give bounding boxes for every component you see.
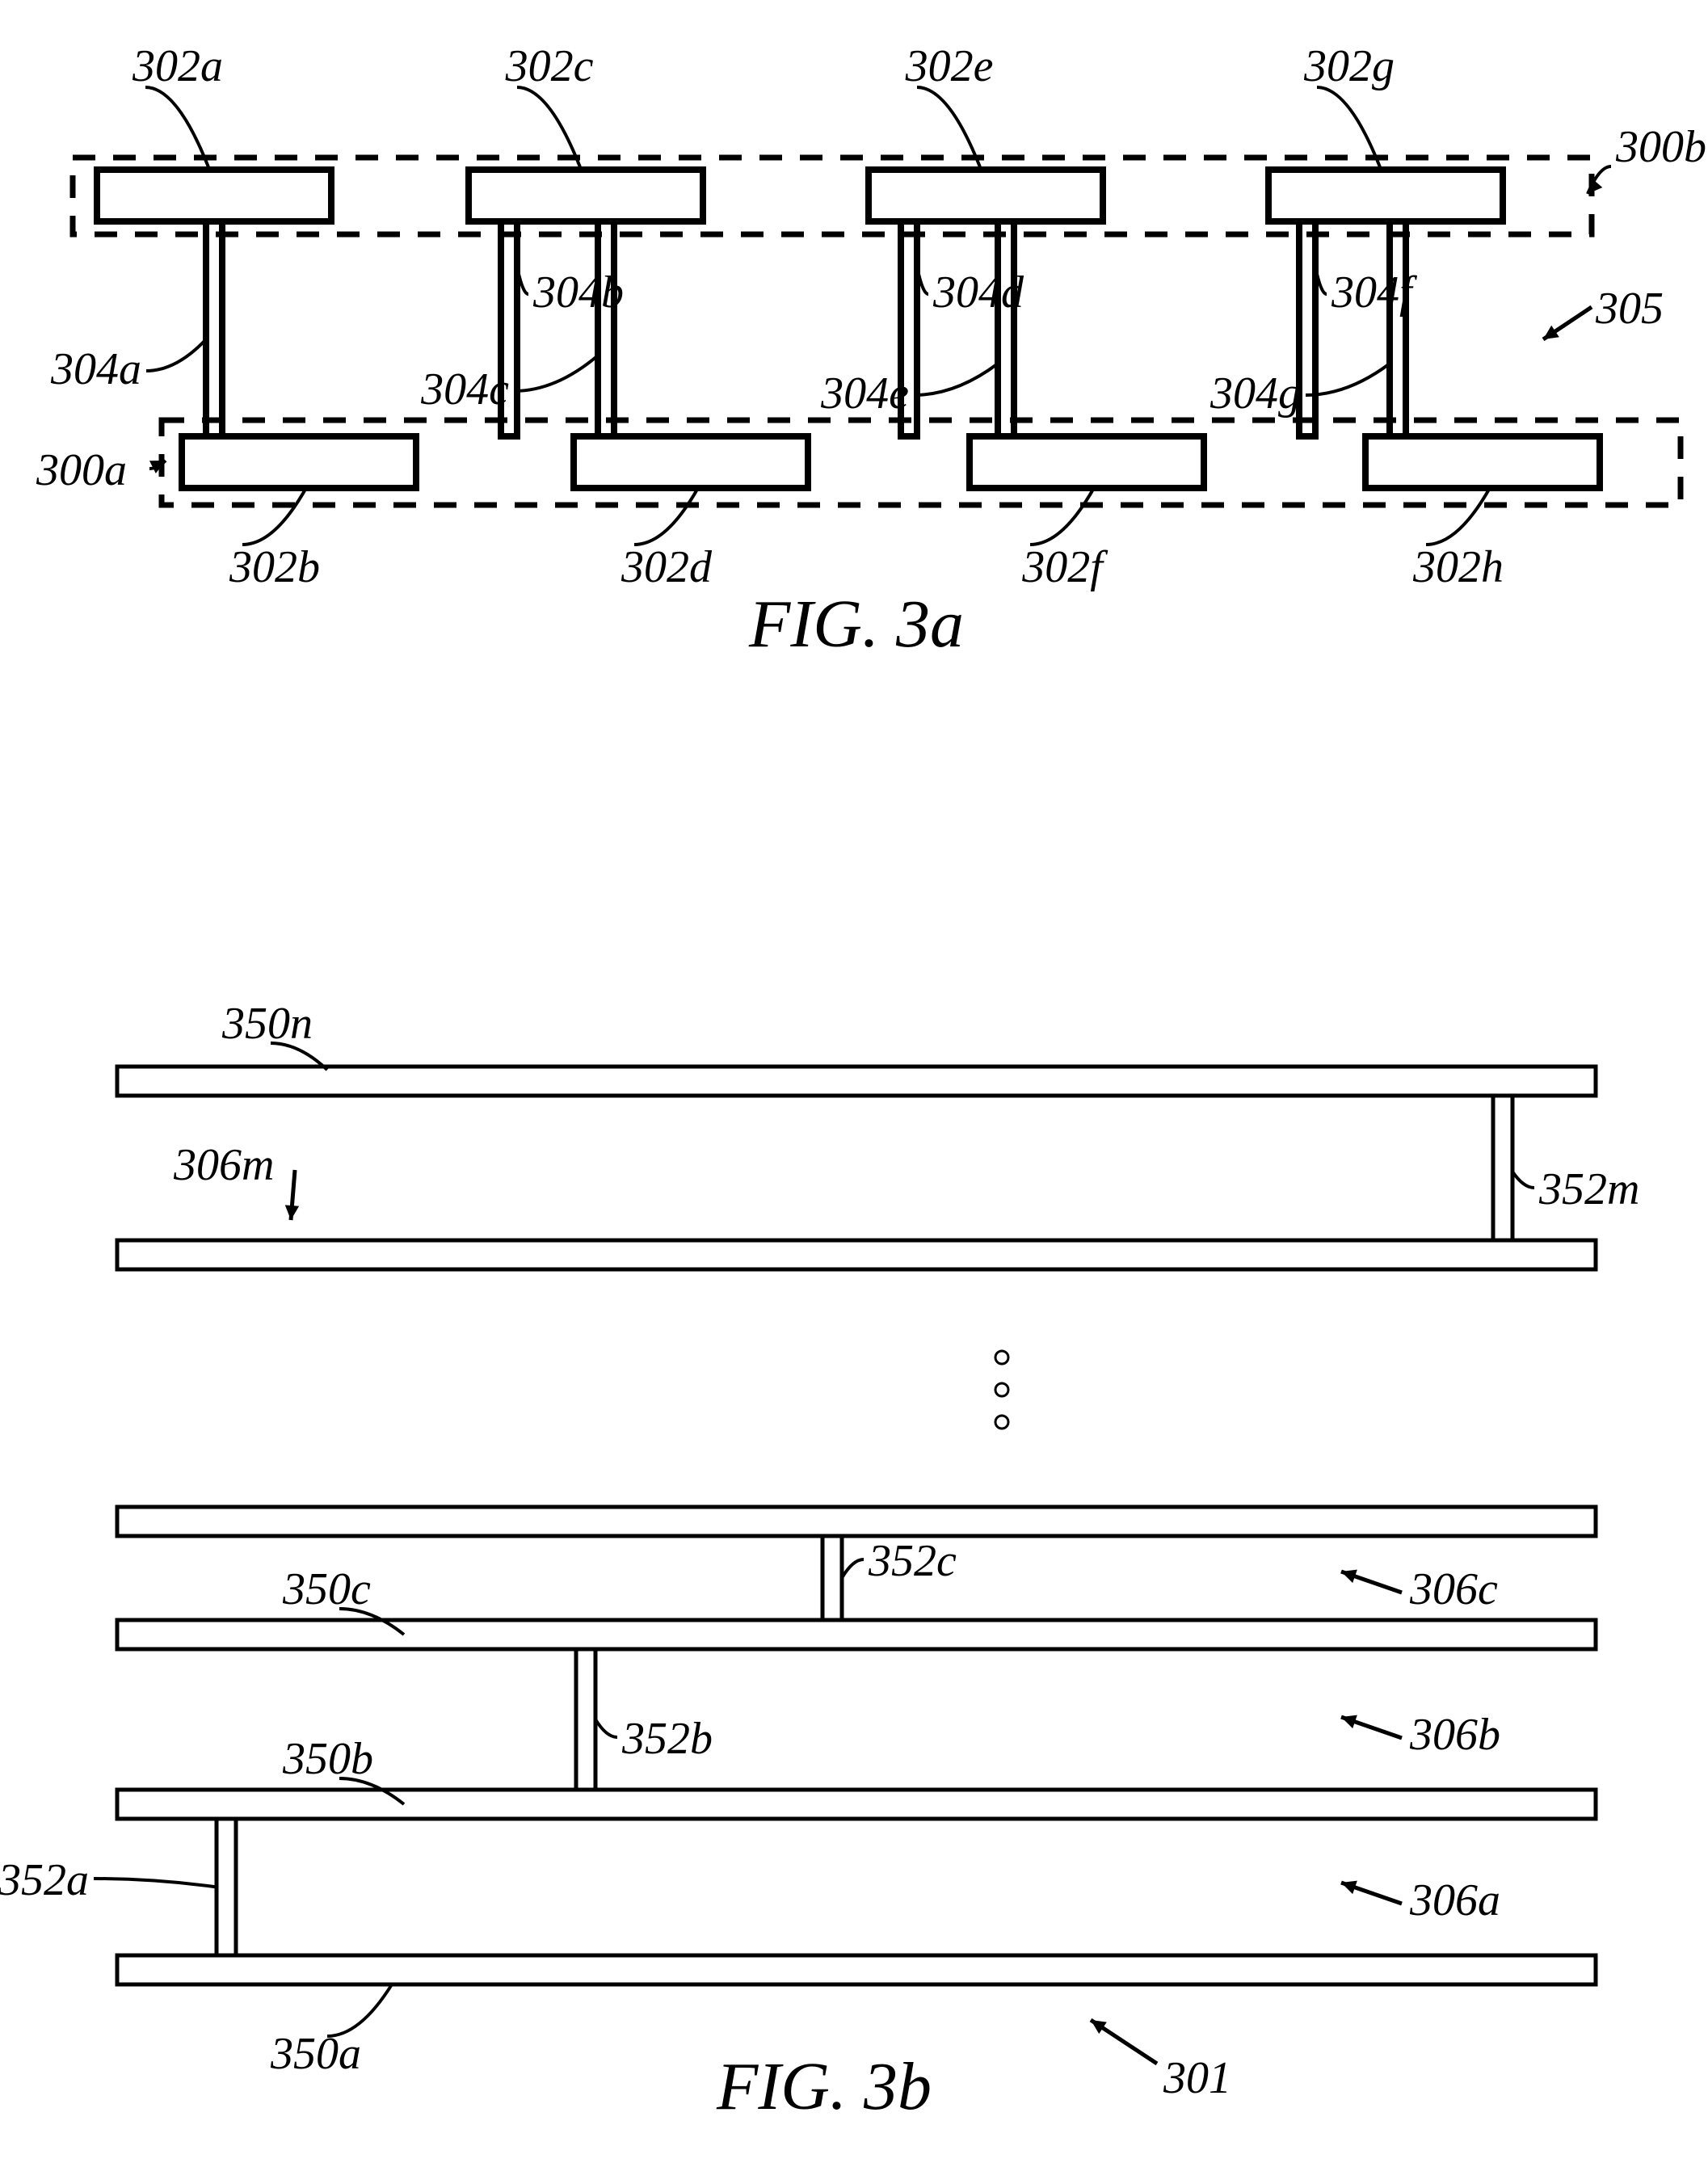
label-302c: 302c — [505, 41, 594, 91]
plate-upper-c — [117, 1507, 1596, 1536]
arrowhead — [285, 1205, 299, 1220]
label-304e: 304e — [820, 368, 909, 419]
label-352m: 352m — [1538, 1164, 1639, 1214]
label-306c: 306c — [1409, 1564, 1498, 1614]
label-350a: 350a — [270, 2029, 361, 2079]
lead-line — [1426, 486, 1491, 545]
label-350n: 350n — [221, 999, 313, 1049]
plate-350a — [117, 1955, 1596, 1984]
label-302g: 302g — [1303, 41, 1395, 91]
pad-top-2 — [869, 170, 1103, 221]
label-306b: 306b — [1409, 1710, 1500, 1760]
fig3a-caption: FIG. 3a — [748, 587, 964, 662]
plate-below-n — [117, 1240, 1596, 1269]
label-302b: 302b — [229, 542, 320, 592]
via-352c — [822, 1536, 842, 1620]
via-6 — [1390, 221, 1406, 436]
pad-bot-2 — [970, 436, 1204, 488]
label-305: 305 — [1595, 284, 1664, 334]
lead-line — [514, 356, 598, 391]
pad-top-3 — [1268, 170, 1503, 221]
lead-line — [634, 486, 699, 545]
lead-line — [146, 339, 206, 371]
pad-bot-1 — [574, 436, 808, 488]
via-0 — [206, 221, 222, 436]
lead-line — [1512, 1172, 1534, 1188]
lead-line — [94, 1879, 217, 1887]
label-300a: 300a — [36, 445, 127, 495]
label-304d: 304d — [932, 267, 1024, 318]
ellipsis-dot — [995, 1383, 1008, 1396]
label-302h: 302h — [1412, 542, 1504, 592]
lead-line — [842, 1559, 864, 1578]
label-301: 301 — [1163, 2053, 1231, 2103]
lead-line — [242, 486, 307, 545]
label-352a: 352a — [0, 1855, 89, 1905]
arrowhead — [1341, 1881, 1357, 1894]
ellipsis-dot — [995, 1416, 1008, 1429]
pad-top-1 — [469, 170, 703, 221]
via-4 — [998, 221, 1014, 436]
label-302f: 302f — [1021, 542, 1109, 592]
pad-bot-0 — [182, 436, 416, 488]
fig3b-caption: FIG. 3b — [716, 2049, 932, 2124]
label-304a: 304a — [50, 344, 141, 394]
label-306a: 306a — [1409, 1875, 1500, 1925]
pad-bot-3 — [1365, 436, 1600, 488]
arrowhead — [1341, 1570, 1357, 1583]
label-300b: 300b — [1615, 122, 1706, 172]
label-352c: 352c — [868, 1536, 957, 1586]
plate-350b — [117, 1790, 1596, 1819]
pad-top-0 — [97, 170, 331, 221]
ellipsis-dot — [995, 1351, 1008, 1364]
lead-line — [914, 364, 998, 395]
label-350b: 350b — [282, 1734, 373, 1784]
lead-line — [1030, 486, 1095, 545]
lead-line — [595, 1719, 617, 1737]
label-306m: 306m — [173, 1140, 274, 1190]
via-5 — [1299, 221, 1315, 436]
plate-350n — [117, 1067, 1596, 1096]
via-2 — [598, 221, 614, 436]
label-302d: 302d — [621, 542, 713, 592]
label-302e: 302e — [905, 41, 994, 91]
dashed-box-bottom — [162, 420, 1681, 505]
label-304g: 304g — [1209, 368, 1301, 419]
plate-350c — [117, 1620, 1596, 1649]
via-352m — [1493, 1096, 1512, 1240]
label-350c: 350c — [282, 1564, 371, 1614]
arrowhead — [1341, 1715, 1357, 1728]
label-352b: 352b — [621, 1714, 713, 1764]
label-304b: 304b — [532, 267, 624, 318]
label-302a: 302a — [132, 41, 223, 91]
label-304c: 304c — [420, 364, 509, 414]
via-352b — [576, 1649, 595, 1790]
via-352a — [217, 1819, 236, 1955]
